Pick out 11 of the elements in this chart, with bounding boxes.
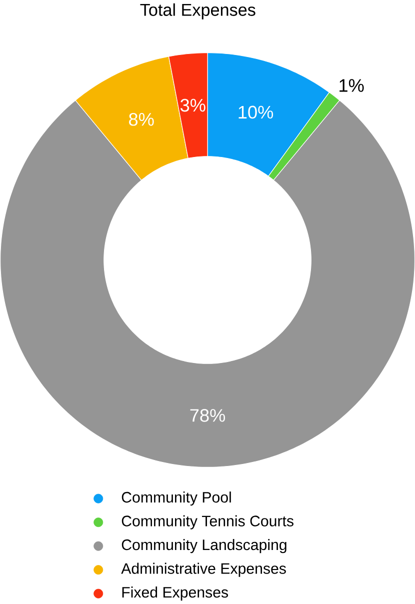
data-label: 78%: [190, 409, 225, 422]
chart-title: Total Expenses: [140, 3, 256, 20]
data-label: 8%: [129, 112, 154, 126]
data-label: 10%: [238, 106, 274, 119]
data-label: 3%: [180, 98, 206, 112]
legend-label: Administrative Expenses: [121, 562, 286, 577]
legend-label: Community Landscaping: [122, 539, 286, 554]
legend-label: Community Pool: [122, 492, 231, 506]
legend-label: Community Tennis Courts: [122, 515, 294, 530]
legend-label: Fixed Expenses: [122, 586, 228, 601]
data-label: 1%: [340, 79, 364, 92]
